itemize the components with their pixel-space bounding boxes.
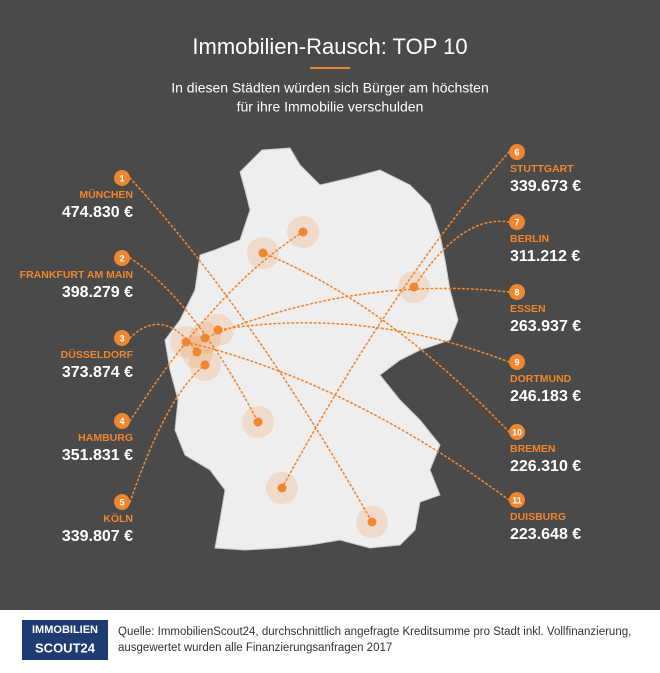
city-amount: 223.648 € bbox=[510, 526, 581, 543]
city-amount: 398.279 € bbox=[62, 284, 133, 301]
dot bbox=[367, 517, 377, 527]
rank-number: 2 bbox=[119, 253, 124, 263]
rank-badge bbox=[114, 413, 130, 429]
logo-text: IMMOBILIEN bbox=[32, 624, 98, 636]
connector bbox=[217, 322, 510, 363]
footer-background bbox=[0, 610, 660, 668]
rank-number: 3 bbox=[119, 333, 124, 343]
dot bbox=[200, 360, 210, 370]
rank-badge bbox=[509, 492, 525, 508]
dot bbox=[409, 282, 419, 292]
source-text: ausgewertet wurden alle Finanzierungsanf… bbox=[118, 642, 392, 654]
city-name: KÖLN bbox=[103, 512, 133, 525]
rank-number: 8 bbox=[514, 287, 519, 297]
city-amount: 263.937 € bbox=[510, 318, 581, 335]
rank-number: 11 bbox=[512, 495, 522, 505]
rank-badge bbox=[509, 424, 525, 440]
rank-badge bbox=[114, 250, 130, 266]
connector bbox=[129, 177, 373, 523]
rank-badge bbox=[114, 494, 130, 510]
connector bbox=[262, 252, 510, 433]
city-markers bbox=[170, 216, 430, 538]
city-name: DUISBURG bbox=[510, 511, 566, 523]
rank-number: 9 bbox=[514, 357, 519, 367]
connector bbox=[129, 323, 198, 353]
city-amount: 246.183 € bbox=[510, 388, 581, 405]
connector bbox=[129, 364, 206, 503]
logo-text: SCOUT24 bbox=[35, 640, 96, 655]
connector-lines bbox=[129, 151, 510, 523]
rank-badge bbox=[509, 354, 525, 370]
city-amount: 226.310 € bbox=[510, 458, 581, 475]
rank-badge bbox=[509, 284, 525, 300]
logo bbox=[22, 620, 108, 660]
city-amount: 339.673 € bbox=[510, 178, 581, 195]
city-name: BREMEN bbox=[510, 443, 556, 455]
rank-number: 10 bbox=[512, 427, 522, 437]
city-name: HAMBURG bbox=[78, 432, 133, 444]
dot bbox=[181, 337, 191, 347]
subtitle: für ihre Immobilie verschulden bbox=[237, 99, 424, 115]
connector bbox=[281, 151, 510, 489]
rank-badge bbox=[509, 214, 525, 230]
city-amount: 351.831 € bbox=[62, 447, 133, 464]
city-name: ESSEN bbox=[510, 303, 546, 315]
rank-number: 5 bbox=[119, 497, 124, 507]
dot bbox=[192, 347, 202, 357]
dot bbox=[253, 417, 263, 427]
city-name: FRANKFURT AM MAIN bbox=[20, 269, 133, 281]
rank-number: 4 bbox=[119, 416, 124, 426]
connector bbox=[413, 220, 510, 288]
city-amount: 373.874 € bbox=[62, 364, 133, 381]
germany-map bbox=[164, 147, 459, 551]
city-name: DÜSSELDORF bbox=[61, 348, 134, 361]
rank-number: 1 bbox=[119, 173, 124, 183]
city-amount: 311.212 € bbox=[510, 248, 580, 265]
connector bbox=[129, 231, 304, 422]
title: Immobilien-Rausch: TOP 10 bbox=[192, 34, 467, 59]
rank-number: 7 bbox=[514, 217, 519, 227]
dot bbox=[258, 248, 268, 258]
dot bbox=[298, 227, 308, 237]
city-name: BERLIN bbox=[510, 233, 549, 245]
source-text: Quelle: ImmobilienScout24, durchschnittl… bbox=[118, 626, 631, 638]
city-labels: 1 MÜNCHEN 474.830 € 2 FRANKFURT AM MAIN 398.2… bbox=[20, 144, 581, 545]
subtitle: In diesen Städten würden sich Bürger am … bbox=[171, 80, 489, 96]
connector bbox=[185, 341, 510, 501]
city-amount: 474.830 € bbox=[62, 204, 133, 221]
connector bbox=[129, 257, 259, 423]
rank-badge bbox=[114, 170, 130, 186]
city-amount: 339.807 € bbox=[62, 528, 133, 545]
dot bbox=[200, 333, 210, 343]
rank-badge bbox=[509, 144, 525, 160]
dot bbox=[277, 483, 287, 493]
rank-number: 6 bbox=[514, 147, 519, 157]
dot bbox=[213, 325, 223, 335]
connector bbox=[204, 287, 510, 339]
city-name: DORTMUND bbox=[510, 373, 572, 385]
city-name: STUTTGART bbox=[510, 163, 574, 175]
rank-badge bbox=[114, 330, 130, 346]
city-name: MÜNCHEN bbox=[79, 188, 133, 201]
